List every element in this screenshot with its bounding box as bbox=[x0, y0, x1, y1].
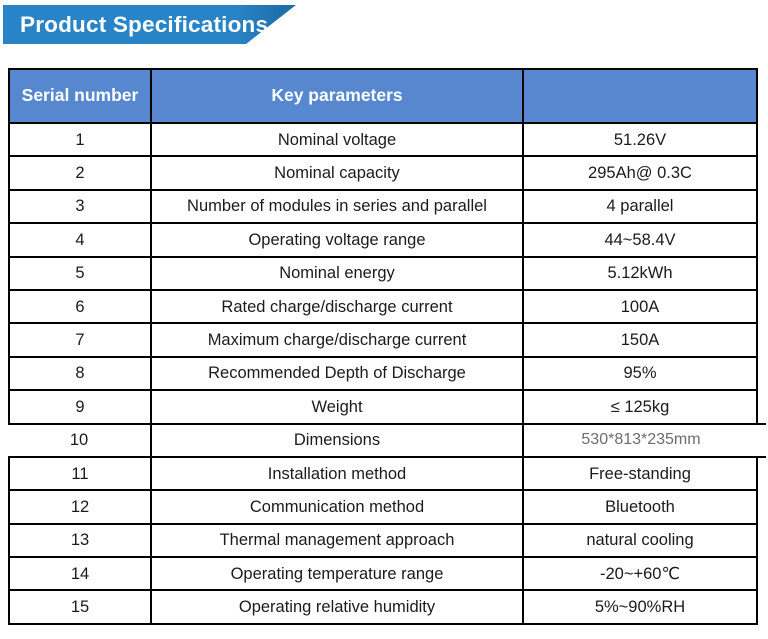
parameter-cell: Number of modules in series and parallel bbox=[152, 190, 524, 225]
value-cell: ≤ 125kg bbox=[524, 391, 758, 425]
serial-cell: 4 bbox=[8, 224, 152, 258]
value-cell: 295Ah@ 0.3C bbox=[524, 157, 758, 191]
column-header-key-parameters: Key parameters bbox=[152, 68, 524, 124]
serial-cell: 13 bbox=[8, 524, 152, 559]
value-cell: 530*813*235mm bbox=[524, 422, 766, 459]
column-header-value bbox=[524, 68, 758, 124]
parameter-cell: Nominal voltage bbox=[152, 124, 524, 158]
serial-cell: 3 bbox=[8, 190, 152, 225]
parameter-cell: Maximum charge/discharge current bbox=[152, 324, 524, 358]
serial-cell: 14 bbox=[8, 558, 152, 592]
value-cell: 5%~90%RH bbox=[524, 591, 758, 625]
serial-cell: 15 bbox=[8, 591, 152, 625]
spec-table: Serial number Key parameters 1 Nominal volt… bbox=[8, 68, 766, 625]
serial-cell: 1 bbox=[8, 124, 152, 158]
serial-cell: 7 bbox=[8, 324, 152, 358]
banner-ribbon: Product Specifications bbox=[3, 5, 296, 44]
parameter-cell: Operating voltage range bbox=[152, 224, 524, 258]
parameter-cell: Recommended Depth of Discharge bbox=[152, 357, 524, 392]
parameter-cell: Operating relative humidity bbox=[152, 591, 524, 625]
value-cell: 5.12kWh bbox=[524, 257, 758, 291]
value-cell: 100A bbox=[524, 290, 758, 325]
value-cell: natural cooling bbox=[524, 524, 758, 559]
serial-cell: 5 bbox=[8, 257, 152, 291]
value-cell: 51.26V bbox=[524, 124, 758, 158]
serial-cell: 6 bbox=[8, 290, 152, 325]
parameter-cell: Communication method bbox=[152, 491, 524, 525]
parameter-cell: Nominal capacity bbox=[152, 157, 524, 191]
value-cell: Bluetooth bbox=[524, 491, 758, 525]
column-header-serial-number: Serial number bbox=[8, 68, 152, 124]
serial-cell: 2 bbox=[8, 157, 152, 191]
value-cell: Free-standing bbox=[524, 457, 758, 492]
serial-cell: 12 bbox=[8, 491, 152, 525]
value-cell: 95% bbox=[524, 357, 758, 392]
value-cell: 44~58.4V bbox=[524, 224, 758, 258]
parameter-cell: Installation method bbox=[152, 457, 524, 492]
parameter-cell: Dimensions bbox=[152, 424, 524, 458]
value-cell: -20~+60℃ bbox=[524, 558, 758, 592]
parameter-cell: Rated charge/discharge current bbox=[152, 290, 524, 325]
parameter-cell: Nominal energy bbox=[152, 257, 524, 291]
serial-cell: 9 bbox=[8, 391, 152, 425]
value-cell: 150A bbox=[524, 324, 758, 358]
parameter-cell: Weight bbox=[152, 391, 524, 425]
serial-cell: 11 bbox=[8, 457, 152, 492]
value-cell: 4 parallel bbox=[524, 190, 758, 225]
serial-cell: 10 bbox=[8, 424, 152, 458]
parameter-cell: Thermal management approach bbox=[152, 524, 524, 559]
parameter-cell: Operating temperature range bbox=[152, 558, 524, 592]
serial-cell: 8 bbox=[8, 357, 152, 392]
page-title: Product Specifications bbox=[20, 12, 269, 37]
